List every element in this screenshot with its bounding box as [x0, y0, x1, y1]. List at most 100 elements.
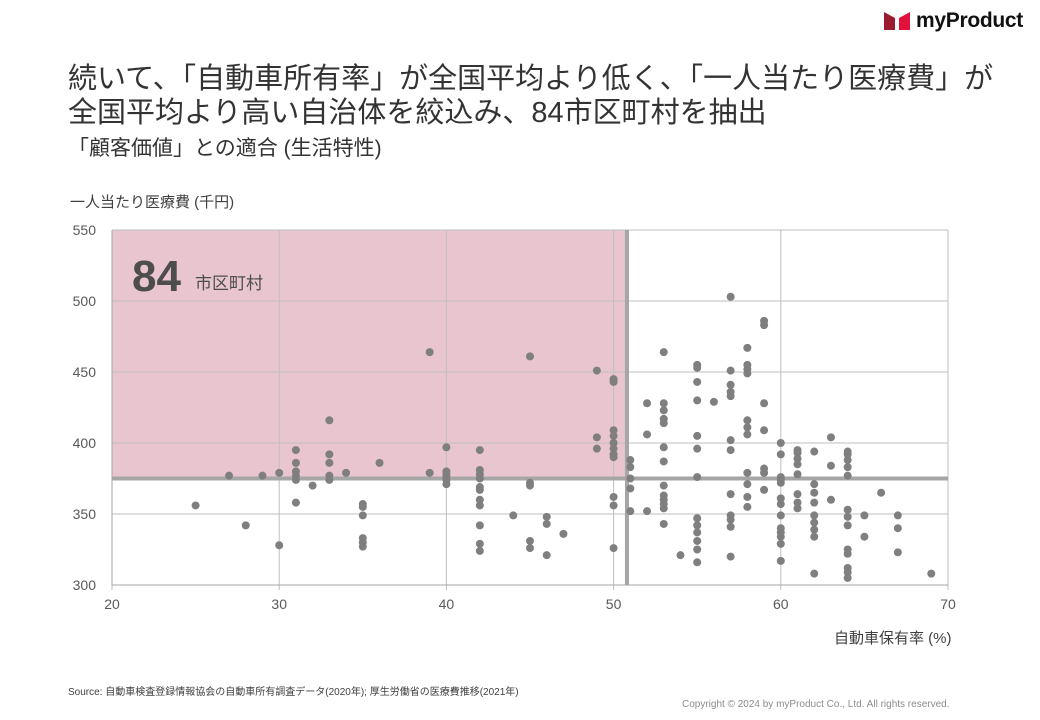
data-point — [693, 536, 702, 545]
data-point — [843, 549, 852, 558]
data-point — [776, 532, 785, 541]
logo-icon — [884, 12, 910, 30]
data-point — [760, 399, 769, 408]
data-point — [726, 515, 735, 524]
highlight-region — [112, 230, 627, 479]
y-tick-label: 450 — [73, 364, 97, 380]
data-point — [810, 532, 819, 541]
data-point — [659, 481, 668, 490]
data-point — [810, 511, 819, 520]
data-point — [609, 544, 618, 553]
data-point — [693, 514, 702, 523]
source-note: Source: 自動車検査登録情報協会の自動車所有調査データ(2020年); 厚… — [68, 687, 519, 698]
data-point — [643, 430, 652, 439]
data-point — [526, 481, 534, 490]
data-point — [843, 521, 852, 530]
data-point — [191, 501, 200, 510]
data-point — [860, 511, 869, 520]
data-point — [609, 431, 618, 440]
data-point — [793, 498, 802, 507]
data-point — [592, 366, 601, 375]
data-point — [810, 488, 819, 497]
data-point — [760, 426, 769, 435]
data-point — [726, 366, 735, 375]
y-tick-label: 550 — [73, 222, 97, 238]
data-point — [826, 461, 835, 470]
x-tick-label: 70 — [940, 596, 956, 612]
data-point — [626, 484, 635, 493]
data-point — [793, 448, 802, 457]
data-point — [743, 502, 752, 511]
data-point — [626, 463, 635, 472]
data-point — [526, 352, 534, 361]
title-line-1: 続いて、「自動車所有率」が全国平均より低く、「一人当たり医療費」が — [68, 63, 994, 95]
data-point — [225, 471, 234, 480]
data-point — [659, 406, 668, 415]
data-point — [693, 396, 702, 405]
data-point — [475, 446, 484, 455]
data-point — [659, 457, 668, 466]
data-point — [592, 444, 601, 453]
data-point — [743, 369, 752, 378]
data-point — [526, 544, 534, 553]
data-point — [425, 348, 434, 357]
data-point — [659, 443, 668, 452]
data-point — [325, 416, 334, 425]
data-point — [726, 552, 735, 561]
data-point — [826, 495, 835, 504]
data-point — [776, 478, 785, 487]
data-point — [726, 292, 735, 301]
data-point — [559, 529, 568, 538]
data-point — [475, 485, 484, 494]
title-line-2: 全国平均より高い自治体を絞込み、84市区町村を抽出 — [68, 97, 767, 129]
data-point — [760, 485, 769, 494]
data-point — [475, 495, 484, 504]
data-point — [927, 569, 936, 578]
data-point — [726, 392, 735, 401]
data-point — [793, 460, 802, 469]
data-point — [793, 490, 802, 499]
data-point — [659, 348, 668, 357]
data-point — [693, 473, 702, 482]
data-point — [877, 488, 886, 497]
data-point — [843, 573, 852, 582]
data-point — [325, 458, 334, 467]
data-point — [843, 463, 852, 472]
data-point — [542, 512, 551, 521]
data-point — [275, 541, 284, 550]
data-point — [726, 522, 735, 531]
data-point — [358, 542, 367, 551]
data-point — [609, 501, 618, 510]
data-point — [693, 528, 702, 537]
data-point — [693, 545, 702, 554]
data-point — [258, 471, 267, 480]
page-subtitle: 「顧客価値」との適合 (生活特性) — [68, 137, 382, 160]
data-point — [743, 423, 752, 432]
data-point — [308, 481, 317, 490]
data-point — [810, 518, 819, 527]
data-point — [843, 568, 852, 577]
data-point — [475, 546, 484, 555]
data-point — [709, 397, 718, 406]
y-tick-label: 500 — [73, 293, 97, 309]
x-tick-label: 40 — [439, 596, 455, 612]
data-point — [693, 363, 702, 372]
data-point — [776, 556, 785, 565]
data-point — [726, 490, 735, 499]
data-point — [843, 512, 852, 521]
data-point — [626, 507, 635, 516]
data-point — [643, 507, 652, 516]
x-tick-label: 50 — [606, 596, 622, 612]
data-point — [760, 468, 769, 477]
highlight-count: 84 — [132, 252, 181, 301]
data-point — [592, 433, 601, 442]
x-axis-label: 自動車保有率 (%) — [834, 630, 952, 647]
data-point — [659, 419, 668, 428]
data-point — [843, 505, 852, 514]
data-point — [726, 380, 735, 389]
data-point — [860, 532, 869, 541]
data-point — [826, 433, 835, 442]
data-point — [626, 474, 635, 483]
data-point — [609, 426, 618, 435]
